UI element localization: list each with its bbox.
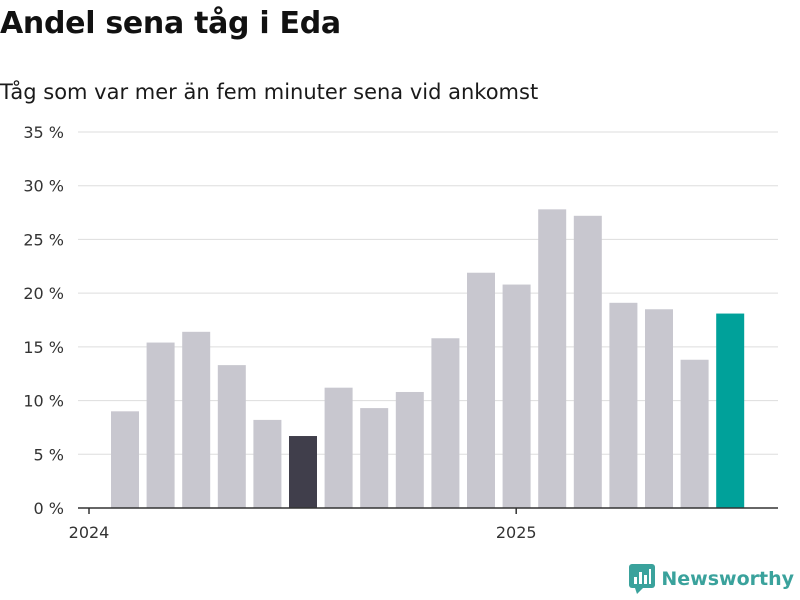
bar-2024-10 — [431, 338, 460, 508]
y-tick-label: 30 % — [23, 177, 64, 196]
bar-2024-08 — [360, 408, 389, 508]
bar-2024-11 — [467, 272, 495, 508]
bar-2024-02 — [146, 342, 175, 508]
y-axis-ticks: 0 % 5 % 10 % 15 % 20 % 25 % 30 % 35 % — [23, 123, 64, 518]
brand-name: Newsworthy — [661, 568, 794, 590]
y-tick-label: 25 % — [23, 230, 64, 249]
bar-2024-03 — [182, 331, 211, 508]
bar-2024-12 — [502, 284, 531, 508]
y-tick-label: 0 % — [34, 499, 64, 518]
bar-2024-04 — [217, 365, 246, 508]
bar-2025-02 — [573, 215, 602, 508]
bar-2025-03 — [609, 302, 638, 508]
chart-subtitle: Tåg som var mer än fem minuter sena vid … — [0, 80, 539, 104]
x-tick-label: 2024 — [69, 523, 110, 542]
chart-title: Andel sena tåg i Eda — [0, 6, 341, 41]
y-tick-label: 5 % — [34, 445, 64, 464]
x-axis-ticks: 2024 2025 — [69, 508, 537, 542]
bar-2024-01 — [111, 411, 139, 508]
bar-2025-01 — [538, 209, 567, 508]
brand-logo: Newsworthy — [629, 564, 794, 594]
newsworthy-logo-icon — [629, 564, 656, 594]
bar-2025-04 — [645, 309, 673, 508]
bar-2025-06 — [716, 313, 745, 508]
bar-2024-05 — [253, 419, 282, 508]
y-tick-label: 10 % — [23, 392, 64, 411]
y-tick-label: 20 % — [23, 284, 64, 303]
bar-2024-09 — [395, 391, 424, 508]
x-tick-label: 2025 — [496, 523, 537, 542]
bars — [111, 209, 745, 508]
bar-2024-07 — [324, 387, 353, 508]
y-tick-label: 15 % — [23, 338, 64, 357]
y-tick-label: 35 % — [23, 123, 64, 142]
bar-2024-06 — [289, 436, 317, 508]
bar-2025-05 — [680, 359, 709, 508]
